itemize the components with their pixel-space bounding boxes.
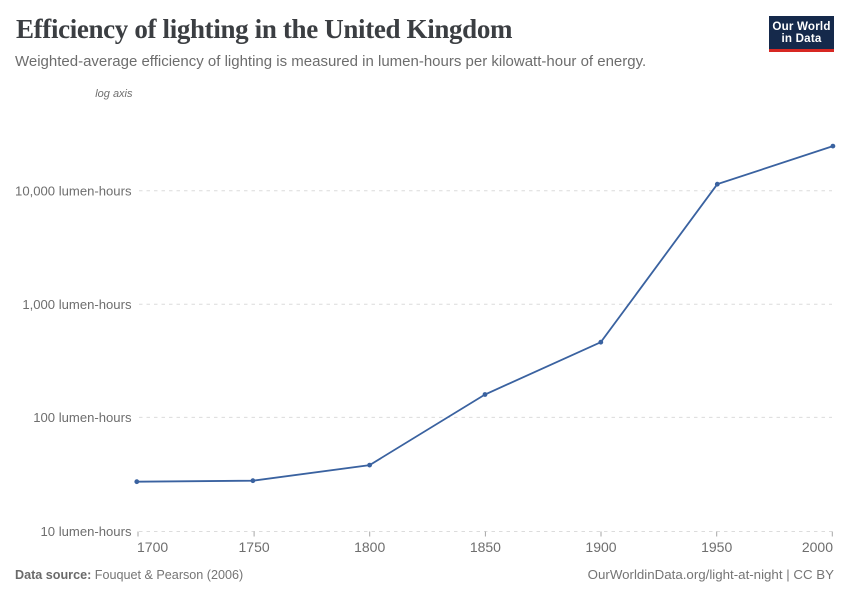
svg-text:1700: 1700 [137, 539, 168, 555]
svg-text:100 lumen-hours: 100 lumen-hours [33, 410, 132, 425]
svg-text:1750: 1750 [239, 539, 270, 555]
svg-text:10,000 lumen-hours: 10,000 lumen-hours [15, 183, 132, 198]
svg-text:1,000 lumen-hours: 1,000 lumen-hours [22, 297, 132, 312]
svg-text:1950: 1950 [701, 539, 732, 555]
svg-text:1900: 1900 [585, 539, 616, 555]
svg-text:2000: 2000 [802, 539, 833, 555]
svg-text:1800: 1800 [354, 539, 385, 555]
svg-text:log axis: log axis [95, 88, 133, 100]
svg-text:10 lumen-hours: 10 lumen-hours [41, 524, 132, 539]
svg-text:1850: 1850 [470, 539, 501, 555]
